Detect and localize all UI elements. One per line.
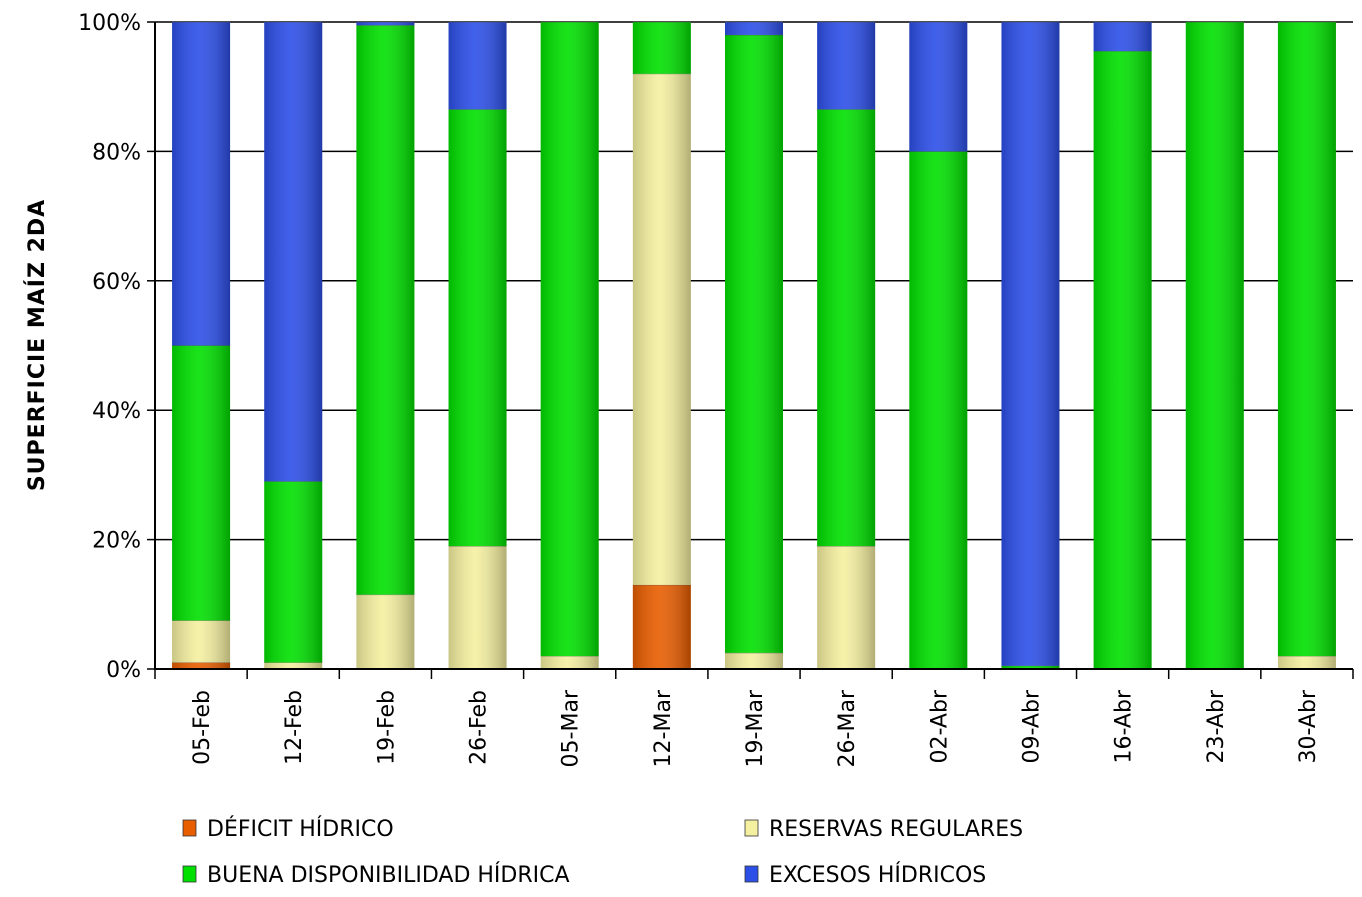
- bar-shading: [632, 584, 691, 669]
- bar-shading: [264, 22, 323, 482]
- x-tick-label: 09-Abr: [1019, 689, 1044, 763]
- x-tick-label: 23-Abr: [1204, 689, 1229, 763]
- bar-shading: [172, 22, 231, 346]
- bar-shading: [632, 22, 691, 74]
- legend-swatch: [182, 865, 197, 883]
- legend-swatch: [744, 865, 759, 883]
- bar-shading: [817, 546, 876, 669]
- x-tick-label: 12-Mar: [651, 689, 676, 767]
- legend-label: RESERVAS REGULARES: [769, 817, 1023, 842]
- bar-shading: [725, 34, 783, 653]
- bar-shading: [264, 662, 323, 669]
- x-tick-labels: 05-Feb 12-Feb 19-Feb 26-Feb 05-Mar 12-Mar 19-M…: [190, 689, 1321, 767]
- x-tick-label: 26-Mar: [835, 689, 860, 767]
- bar-shading: [632, 73, 691, 585]
- bar-shading: [172, 345, 231, 621]
- x-tick-label: 30-Abr: [1296, 689, 1321, 763]
- y-tick-label: 20%: [92, 529, 141, 554]
- y-tick-label: 60%: [92, 270, 141, 295]
- x-tick-label: 12-Feb: [282, 690, 307, 765]
- y-tick-label: 100%: [78, 11, 141, 36]
- bar-shading: [1277, 656, 1336, 669]
- legend-label: DÉFICIT HÍDRICO: [207, 816, 394, 842]
- bar-shading: [817, 109, 876, 547]
- bar-shading: [356, 594, 415, 669]
- bar-shading: [909, 151, 968, 669]
- x-tick-label: 19-Feb: [374, 690, 399, 765]
- bar-shading: [1093, 22, 1152, 52]
- x-tick-label: 02-Abr: [927, 689, 952, 763]
- legend-label: EXCESOS HÍDRICOS: [769, 862, 986, 888]
- bar-shading: [356, 25, 415, 595]
- y-axis-label: SUPERFICIE MAÍZ 2DA: [24, 199, 50, 491]
- bar-shading: [540, 656, 599, 669]
- y-tick-labels: 0% 20% 40% 60% 80% 100%: [78, 11, 155, 683]
- bar-shading: [356, 22, 415, 26]
- bar-shading: [1093, 51, 1152, 670]
- bar-shading: [264, 481, 323, 663]
- x-tick-label: 05-Feb: [190, 690, 215, 765]
- bar-shading: [172, 662, 231, 669]
- bar-shading: [1001, 22, 1060, 666]
- legend-swatch: [744, 819, 759, 837]
- y-tick-label: 40%: [92, 399, 141, 424]
- y-tick-label: 0%: [106, 658, 141, 683]
- y-tick-label: 80%: [92, 140, 141, 165]
- bar-shading: [1185, 22, 1244, 669]
- bar-shading: [540, 22, 599, 657]
- bars: [172, 21, 1336, 670]
- bar-shading: [817, 22, 876, 110]
- x-tick-label: 16-Abr: [1112, 689, 1137, 763]
- bar-shading: [172, 620, 231, 663]
- x-tick-label: 05-Mar: [559, 689, 584, 767]
- x-tick-label: 19-Mar: [743, 689, 768, 767]
- bar-shading: [448, 546, 507, 669]
- legend-swatch: [182, 819, 197, 837]
- bar-shading: [909, 22, 968, 152]
- legend-label: BUENA DISPONIBILIDAD HÍDRICA: [207, 862, 570, 888]
- bar-shading: [1277, 22, 1336, 657]
- bar-shading: [725, 22, 783, 35]
- x-tick-label: 26-Feb: [467, 690, 492, 765]
- axes: [154, 22, 1354, 679]
- bar-shading: [1001, 665, 1060, 669]
- legend: DÉFICIT HÍDRICO RESERVAS REGULARES BUENA D…: [182, 816, 1023, 888]
- bar-shading: [725, 652, 783, 669]
- bar-shading: [448, 22, 507, 110]
- bar-shading: [448, 109, 507, 547]
